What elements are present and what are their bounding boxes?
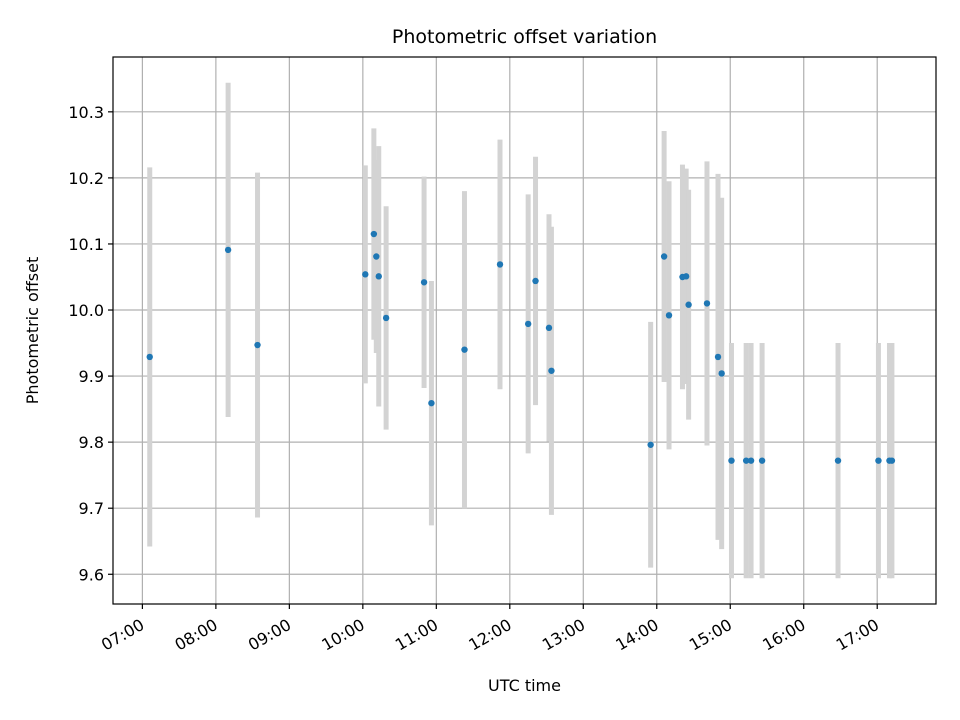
x-axis-label: UTC time (488, 676, 561, 695)
data-point (834, 457, 842, 464)
data-point (428, 399, 435, 407)
data-point (496, 261, 504, 268)
data-point (742, 457, 750, 464)
data-point (888, 457, 896, 464)
y-tick-label: 10.0 (68, 301, 104, 320)
data-points (146, 230, 896, 464)
chart-title: Photometric offset variation (392, 26, 657, 48)
y-tick-label: 10.3 (68, 103, 104, 122)
data-point (647, 441, 654, 448)
data-point (714, 353, 722, 361)
data-point (224, 246, 232, 254)
data-point (375, 273, 382, 280)
data-point (728, 457, 735, 464)
y-tick-label: 9.7 (79, 499, 104, 518)
data-point (362, 271, 369, 278)
data-point (461, 346, 468, 353)
y-tick-label: 9.9 (79, 367, 104, 386)
grid-lines (113, 57, 936, 604)
data-point (545, 324, 553, 332)
y-tick-label: 9.8 (79, 433, 104, 452)
data-point (420, 279, 428, 286)
y-tick-label: 10.2 (68, 169, 104, 188)
data-point (718, 370, 725, 377)
data-point (758, 457, 766, 464)
data-point (254, 341, 261, 349)
data-point (685, 301, 692, 308)
data-point (146, 353, 153, 361)
data-point (703, 300, 711, 307)
data-point (548, 367, 555, 374)
data-point (532, 277, 539, 285)
data-point (370, 230, 378, 238)
data-point (682, 273, 690, 280)
data-point (660, 253, 668, 260)
y-axis-ticks: 9.6 9.7 9.8 9.9 10.0 10.1 10.2 10.3 (68, 103, 113, 584)
y-tick-label: 9.6 (79, 565, 104, 584)
data-point (747, 457, 755, 464)
y-tick-label: 10.1 (68, 235, 104, 254)
data-point (382, 314, 390, 322)
plot-frame (112, 56, 937, 605)
data-point (875, 457, 882, 464)
y-axis-label: Photometric offset (23, 257, 42, 405)
data-point (524, 320, 532, 328)
data-point (373, 253, 380, 260)
data-point (665, 312, 673, 319)
